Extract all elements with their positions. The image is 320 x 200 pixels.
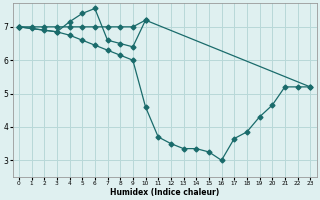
X-axis label: Humidex (Indice chaleur): Humidex (Indice chaleur) — [110, 188, 219, 197]
